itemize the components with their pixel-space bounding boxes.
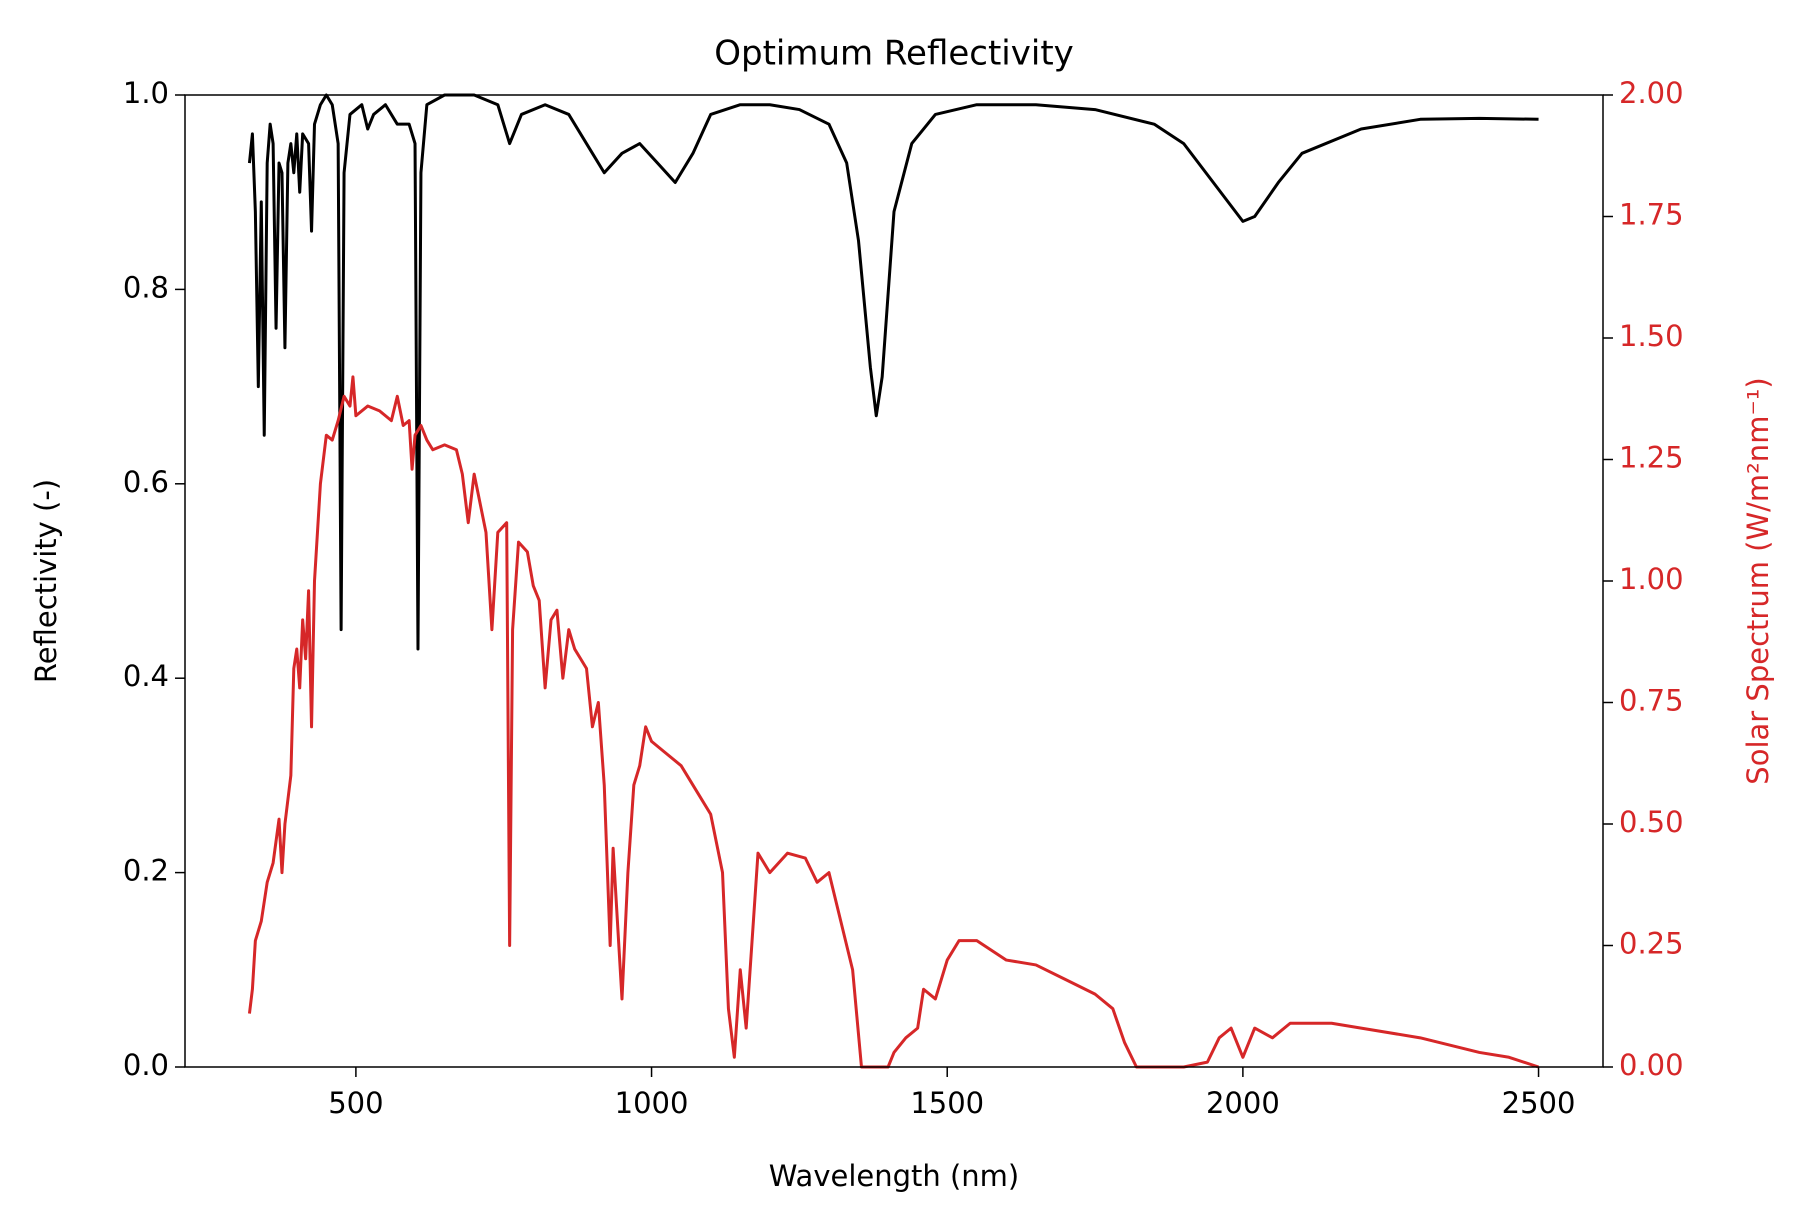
y2-tick-label: 0.25 bbox=[1619, 927, 1684, 961]
x-tick-label: 2500 bbox=[1502, 1086, 1576, 1120]
y2-tick-label: 1.00 bbox=[1619, 562, 1684, 596]
y2-tick-label: 0.00 bbox=[1619, 1048, 1684, 1082]
y2-tick-label: 2.00 bbox=[1619, 76, 1684, 110]
plot-frame bbox=[184, 94, 1604, 1068]
y2-tick-label: 0.75 bbox=[1619, 684, 1684, 718]
y-tick-label: 1.0 bbox=[123, 76, 169, 110]
y2-axis-label: Solar Spectrum (W/m²nm⁻¹) bbox=[1741, 377, 1775, 784]
y-tick-label: 0.4 bbox=[123, 659, 169, 693]
y2-tick-label: 1.50 bbox=[1619, 319, 1684, 353]
y-tick-label: 0.8 bbox=[123, 270, 169, 304]
x-tick-label: 2000 bbox=[1206, 1086, 1280, 1120]
y-tick-label: 0.2 bbox=[123, 854, 169, 888]
chart-title: Optimum Reflectivity bbox=[714, 34, 1074, 74]
y-tick-label: 0.0 bbox=[123, 1048, 169, 1082]
y-axis-label: Reflectivity (-) bbox=[29, 479, 63, 683]
series-line bbox=[247, 375, 1540, 1069]
y2-tick-label: 1.75 bbox=[1619, 198, 1684, 232]
series-line bbox=[247, 93, 1539, 651]
x-tick-label: 1000 bbox=[615, 1086, 689, 1120]
x-axis-label: Wavelength (nm) bbox=[769, 1159, 1020, 1193]
x-tick-label: 1500 bbox=[910, 1086, 984, 1120]
y-tick-label: 0.6 bbox=[123, 465, 169, 499]
x-tick-label: 500 bbox=[328, 1086, 383, 1120]
y2-tick-label: 0.50 bbox=[1619, 805, 1684, 839]
y2-tick-label: 1.25 bbox=[1619, 441, 1684, 475]
